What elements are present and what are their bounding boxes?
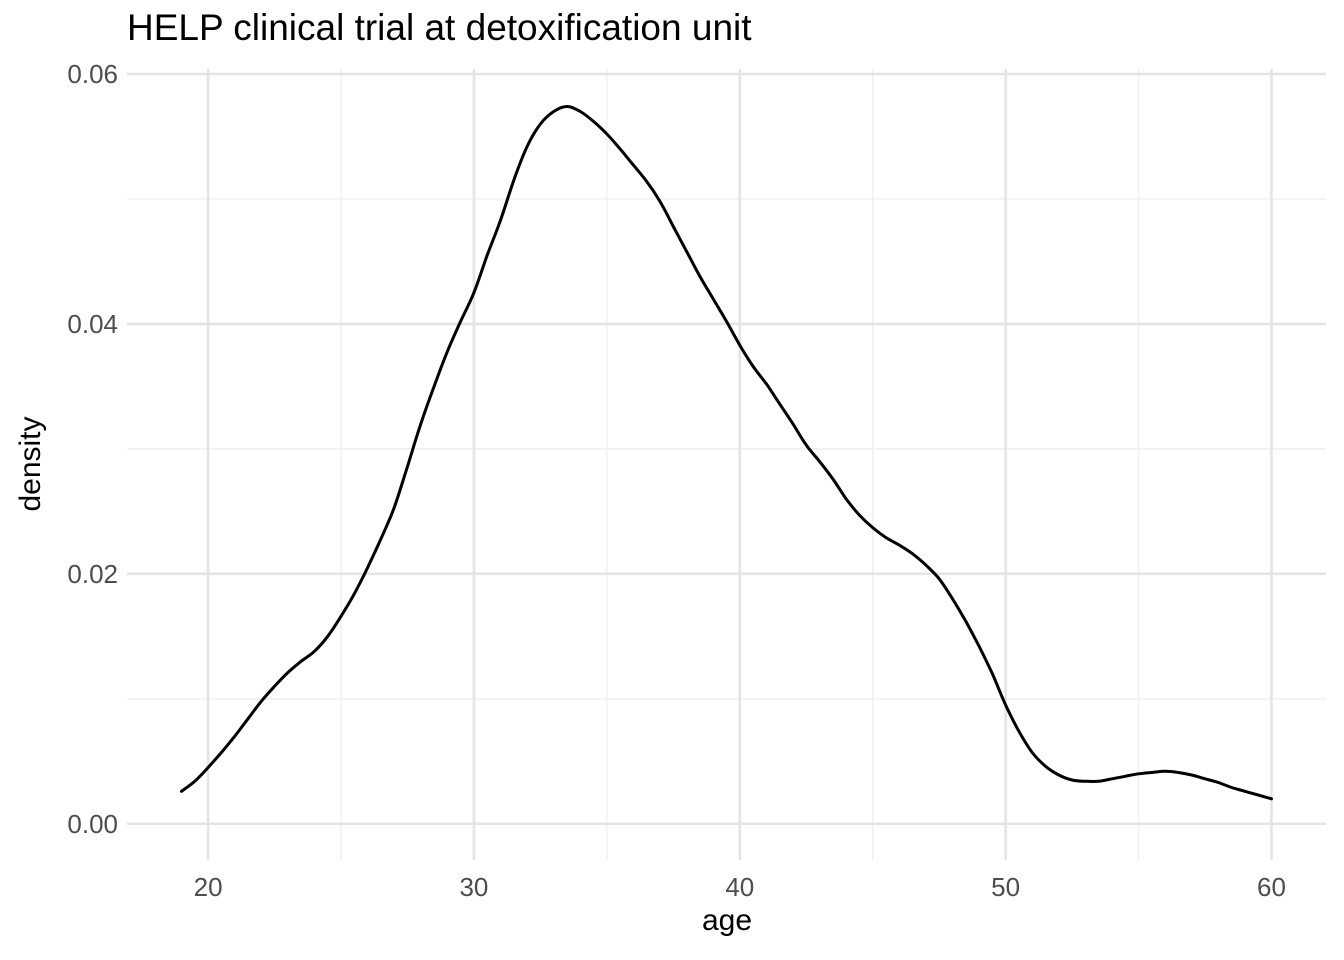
y-tick-label-0.00: 0.00 bbox=[67, 808, 118, 839]
y-tick-label-0.02: 0.02 bbox=[67, 558, 118, 589]
x-tick-label-40: 40 bbox=[725, 872, 755, 902]
x-tick-label-60: 60 bbox=[1257, 872, 1286, 902]
grid-major-lines bbox=[127, 69, 1326, 860]
plot-title: HELP clinical trial at detoxification un… bbox=[127, 7, 752, 48]
y-tick-label-0.04: 0.04 bbox=[67, 308, 118, 339]
grid-minor-lines bbox=[127, 69, 1326, 860]
x-tick-label-20: 20 bbox=[193, 872, 223, 902]
y-axis-title: density bbox=[14, 416, 47, 512]
density-curve bbox=[180, 105, 1273, 801]
y-tick-label-0.06: 0.06 bbox=[67, 58, 118, 89]
x-tick-label-50: 50 bbox=[991, 872, 1021, 902]
x-tick-label-30: 30 bbox=[459, 872, 489, 902]
x-axis-title: age bbox=[701, 904, 753, 937]
